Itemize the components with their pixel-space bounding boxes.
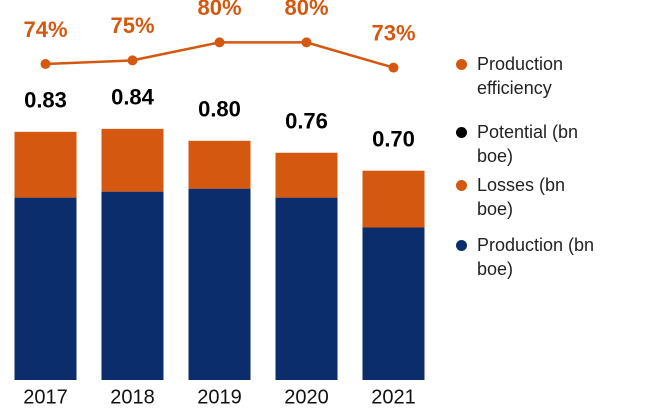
legend-label: Losses (bn boe) (477, 175, 566, 219)
efficiency-point (40, 59, 51, 69)
bar-segment (101, 191, 164, 380)
potential-label: 0.76 (285, 109, 328, 134)
potential-label: 0.80 (198, 97, 241, 122)
bar-segment (101, 128, 164, 192)
legend-swatch (456, 240, 467, 251)
legend-item: Losses (bn boe) (456, 173, 597, 221)
bar-segment (14, 197, 77, 380)
potential-label: 0.83 (24, 88, 67, 113)
legend-item: Potential (bn boe) (456, 120, 597, 168)
bar-segment (14, 131, 77, 198)
legend-item: Production efficiency (456, 52, 597, 100)
bar-segment (188, 188, 251, 380)
efficiency-label: 74% (23, 17, 67, 42)
x-tick-label: 2021 (371, 386, 416, 408)
potential-label: 0.70 (372, 127, 415, 152)
efficiency-label: 75% (110, 13, 154, 38)
legend-label: Production efficiency (477, 54, 564, 98)
legend-swatch (456, 59, 467, 70)
efficiency-label: 73% (371, 20, 415, 45)
bar-segment (188, 140, 251, 189)
bar-segment (275, 197, 338, 380)
bar-segment (275, 152, 338, 198)
efficiency-label: 80% (284, 0, 328, 20)
bar-segment (362, 170, 425, 228)
potential-label: 0.84 (111, 85, 155, 110)
efficiency-point (127, 55, 138, 66)
x-tick-label: 2017 (23, 386, 68, 408)
legend-swatch (456, 180, 467, 191)
x-tick-label: 2018 (110, 386, 155, 408)
efficiency-point (388, 62, 399, 73)
efficiency-label: 80% (197, 0, 241, 20)
efficiency-point (301, 37, 312, 48)
efficiency-point (214, 37, 225, 48)
legend-item: Production (bn boe) (456, 233, 597, 281)
legend-label: Production (bn boe) (477, 235, 595, 279)
legend-swatch (456, 127, 467, 138)
x-tick-label: 2019 (197, 386, 242, 408)
bar-segment (362, 227, 425, 380)
x-tick-label: 2020 (284, 386, 329, 408)
legend-label: Potential (bn boe) (477, 122, 579, 166)
